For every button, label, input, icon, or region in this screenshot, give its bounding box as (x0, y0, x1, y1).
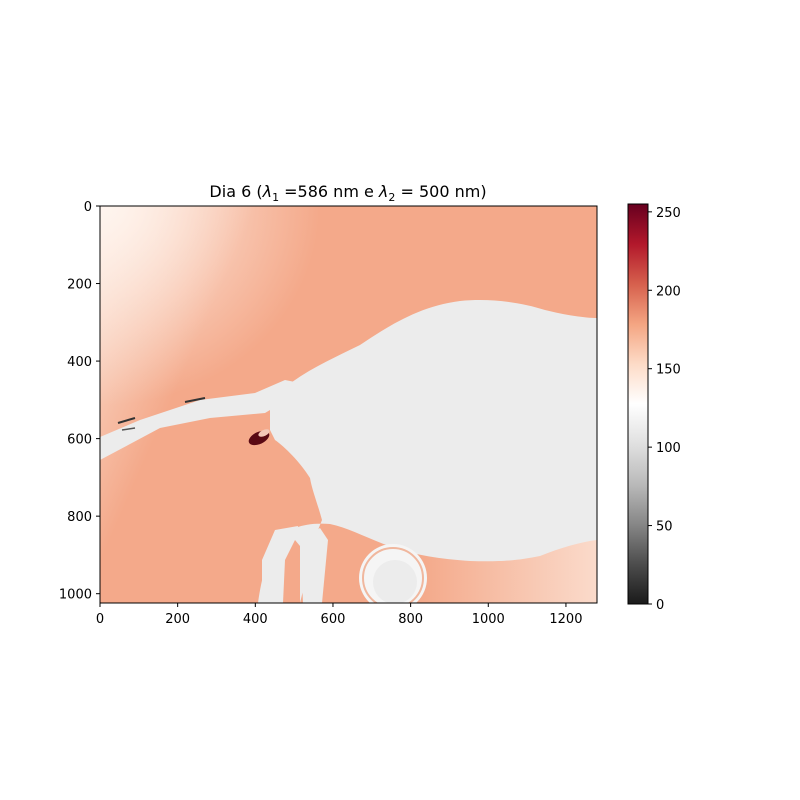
x-tick-label: 0 (96, 612, 104, 627)
colorbar-frame (627, 203, 649, 605)
colorbar-tick-label: 50 (656, 520, 673, 535)
colorbar-tick-label: 250 (656, 206, 681, 221)
chart-title: Dia 6 (λ1 =586 nm e λ2 = 500 nm) (209, 182, 486, 204)
colorbar-tick-label: 150 (656, 363, 681, 378)
image-cell-inner (373, 560, 417, 603)
y-tick-label: 800 (67, 510, 92, 525)
image-body (258, 300, 597, 603)
image-leg-right (300, 528, 328, 603)
axes-frame (99, 205, 598, 604)
y-tick-label: 200 (67, 278, 92, 293)
heatmap-image (100, 206, 597, 603)
image-cell-ring (362, 547, 424, 603)
y-tick-label: 1000 (59, 588, 92, 603)
x-tick-label: 1000 (472, 612, 505, 627)
colorbar-tick-label: 200 (656, 284, 681, 299)
x-tick-label: 200 (165, 612, 190, 627)
y-tick-label: 400 (67, 355, 92, 370)
image-leg-left (262, 526, 298, 603)
image-tube-mark-1 (117, 417, 136, 424)
x-tick-label: 800 (398, 612, 423, 627)
colorbar-tick-label: 100 (656, 441, 681, 456)
image-corner-glow (100, 206, 320, 406)
colorbar (628, 204, 648, 604)
image-dark-spot-core (258, 429, 270, 437)
y-tick-label: 600 (67, 433, 92, 448)
colorbar-tick-label: 0 (656, 598, 664, 613)
image-gap (283, 540, 300, 603)
y-axis: 0 200 400 600 800 1000 (59, 200, 100, 603)
x-tick-label: 1200 (549, 612, 582, 627)
x-tick-label: 600 (321, 612, 346, 627)
image-tube-mark-3 (121, 427, 136, 431)
y-tick-label: 0 (84, 200, 92, 215)
colorbar-axis: 0 50 100 150 200 250 (648, 206, 681, 613)
image-stalk (100, 380, 300, 460)
image-tube-mark-2 (184, 397, 206, 403)
x-tick-label: 400 (243, 612, 268, 627)
x-axis: 0 200 400 600 800 1000 1200 (96, 603, 582, 627)
